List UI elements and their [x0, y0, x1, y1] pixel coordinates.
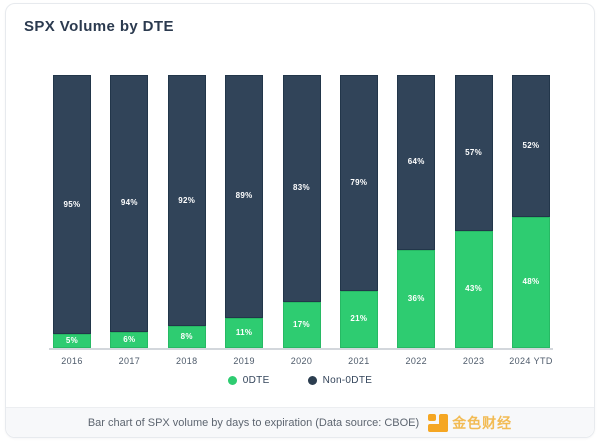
- segment-value-label: 6%: [123, 334, 136, 344]
- segment-odte[interactable]: 6%: [110, 331, 149, 348]
- segment-value-label: 5%: [65, 336, 79, 346]
- segment-non-odte[interactable]: 64%: [397, 75, 436, 250]
- segment-value-label: 52%: [522, 140, 540, 150]
- segment-non-odte[interactable]: 95%: [53, 75, 91, 335]
- legend-dot-icon: [307, 376, 317, 385]
- x-tick-2022: 2022: [405, 356, 428, 366]
- segment-value-label: 36%: [407, 293, 425, 303]
- x-tick-2016: 2016: [61, 356, 83, 366]
- chart-title: SPX Volume by DTE: [24, 18, 174, 35]
- footer-caption: Bar chart of SPX volume by days to expir…: [87, 416, 420, 429]
- segment-value-label: 21%: [350, 314, 368, 324]
- segment-value-label: 48%: [522, 277, 540, 287]
- segment-odte[interactable]: 8%: [167, 326, 206, 348]
- x-tick-2024-ytd: 2024 YTD: [509, 356, 553, 366]
- segment-value-label: 79%: [350, 177, 368, 187]
- legend: 0DTE Non-0DTE: [6, 375, 594, 386]
- segment-non-odte[interactable]: 79%: [339, 75, 378, 291]
- jinse-logo-icon: [428, 413, 449, 432]
- segment-odte[interactable]: 36%: [397, 249, 436, 348]
- segment-non-odte[interactable]: 83%: [282, 75, 321, 302]
- segment-odte[interactable]: 17%: [282, 301, 321, 348]
- segment-non-odte[interactable]: 89%: [225, 75, 264, 318]
- segment-value-label: 83%: [293, 183, 310, 193]
- bar-2022[interactable]: 64% 36%: [397, 75, 436, 348]
- x-tick-2018: 2018: [175, 356, 198, 366]
- segment-odte[interactable]: 48%: [512, 216, 550, 348]
- legend-label: 0DTE: [242, 375, 270, 386]
- segment-value-label: 94%: [120, 198, 138, 208]
- bar-2019[interactable]: 89% 11%: [225, 75, 264, 348]
- segment-non-odte[interactable]: 92%: [167, 75, 206, 327]
- segment-odte[interactable]: 21%: [339, 290, 378, 348]
- segment-odte[interactable]: 11%: [225, 317, 264, 348]
- legend-dot-icon: [227, 376, 237, 385]
- segment-value-label: 8%: [180, 332, 193, 342]
- bar-2016[interactable]: 95% 5%: [53, 75, 91, 348]
- footer-bar: Bar chart of SPX volume by days to expir…: [6, 407, 594, 437]
- x-tick-2017: 2017: [118, 356, 141, 366]
- segment-value-label: 95%: [63, 199, 81, 209]
- bar-2023[interactable]: 57% 43%: [454, 75, 493, 348]
- legend-item-non-0dte[interactable]: Non-0DTE: [307, 375, 373, 386]
- brand: 金色财经: [428, 413, 512, 433]
- plot-area: 95% 5% 94% 6% 92% 8% 89% 11% 83% 17% 79% 21% 64% 36% 5…: [53, 75, 550, 348]
- segment-value-label: 89%: [235, 191, 253, 201]
- bar-2020[interactable]: 83% 17%: [282, 75, 321, 348]
- x-axis-line: [49, 348, 553, 350]
- segment-value-label: 92%: [178, 195, 196, 205]
- x-tick-2023: 2023: [462, 356, 485, 366]
- segment-value-label: 17%: [293, 319, 310, 329]
- segment-non-odte[interactable]: 52%: [512, 75, 550, 217]
- segment-value-label: 57%: [465, 147, 483, 157]
- bar-2017[interactable]: 94% 6%: [110, 75, 149, 348]
- x-tick-2021: 2021: [348, 356, 370, 366]
- chart-card: SPX Volume by DTE 95% 5% 94% 6% 92% 8% 89% 11% 8…: [5, 3, 595, 438]
- brand-name: 金色财经: [452, 414, 513, 431]
- x-axis-ticks: 2016 2017 2018 2019 2020 2021 2022 2023 2024 YTD: [53, 356, 553, 366]
- segment-non-odte[interactable]: 57%: [454, 75, 493, 231]
- x-tick-2020: 2020: [290, 356, 313, 366]
- segment-odte[interactable]: 5%: [53, 334, 91, 348]
- bar-2018[interactable]: 92% 8%: [167, 75, 206, 348]
- bar-2021[interactable]: 79% 21%: [339, 75, 378, 348]
- segment-non-odte[interactable]: 94%: [110, 75, 149, 332]
- x-tick-2019: 2019: [233, 356, 255, 366]
- segment-odte[interactable]: 43%: [454, 230, 493, 348]
- bar-2024-ytd[interactable]: 52% 48%: [512, 75, 550, 348]
- legend-item-0dte[interactable]: 0DTE: [227, 375, 270, 386]
- segment-value-label: 64%: [407, 157, 425, 167]
- segment-value-label: 43%: [465, 284, 483, 294]
- segment-value-label: 11%: [235, 327, 253, 337]
- legend-label: Non-0DTE: [322, 375, 373, 386]
